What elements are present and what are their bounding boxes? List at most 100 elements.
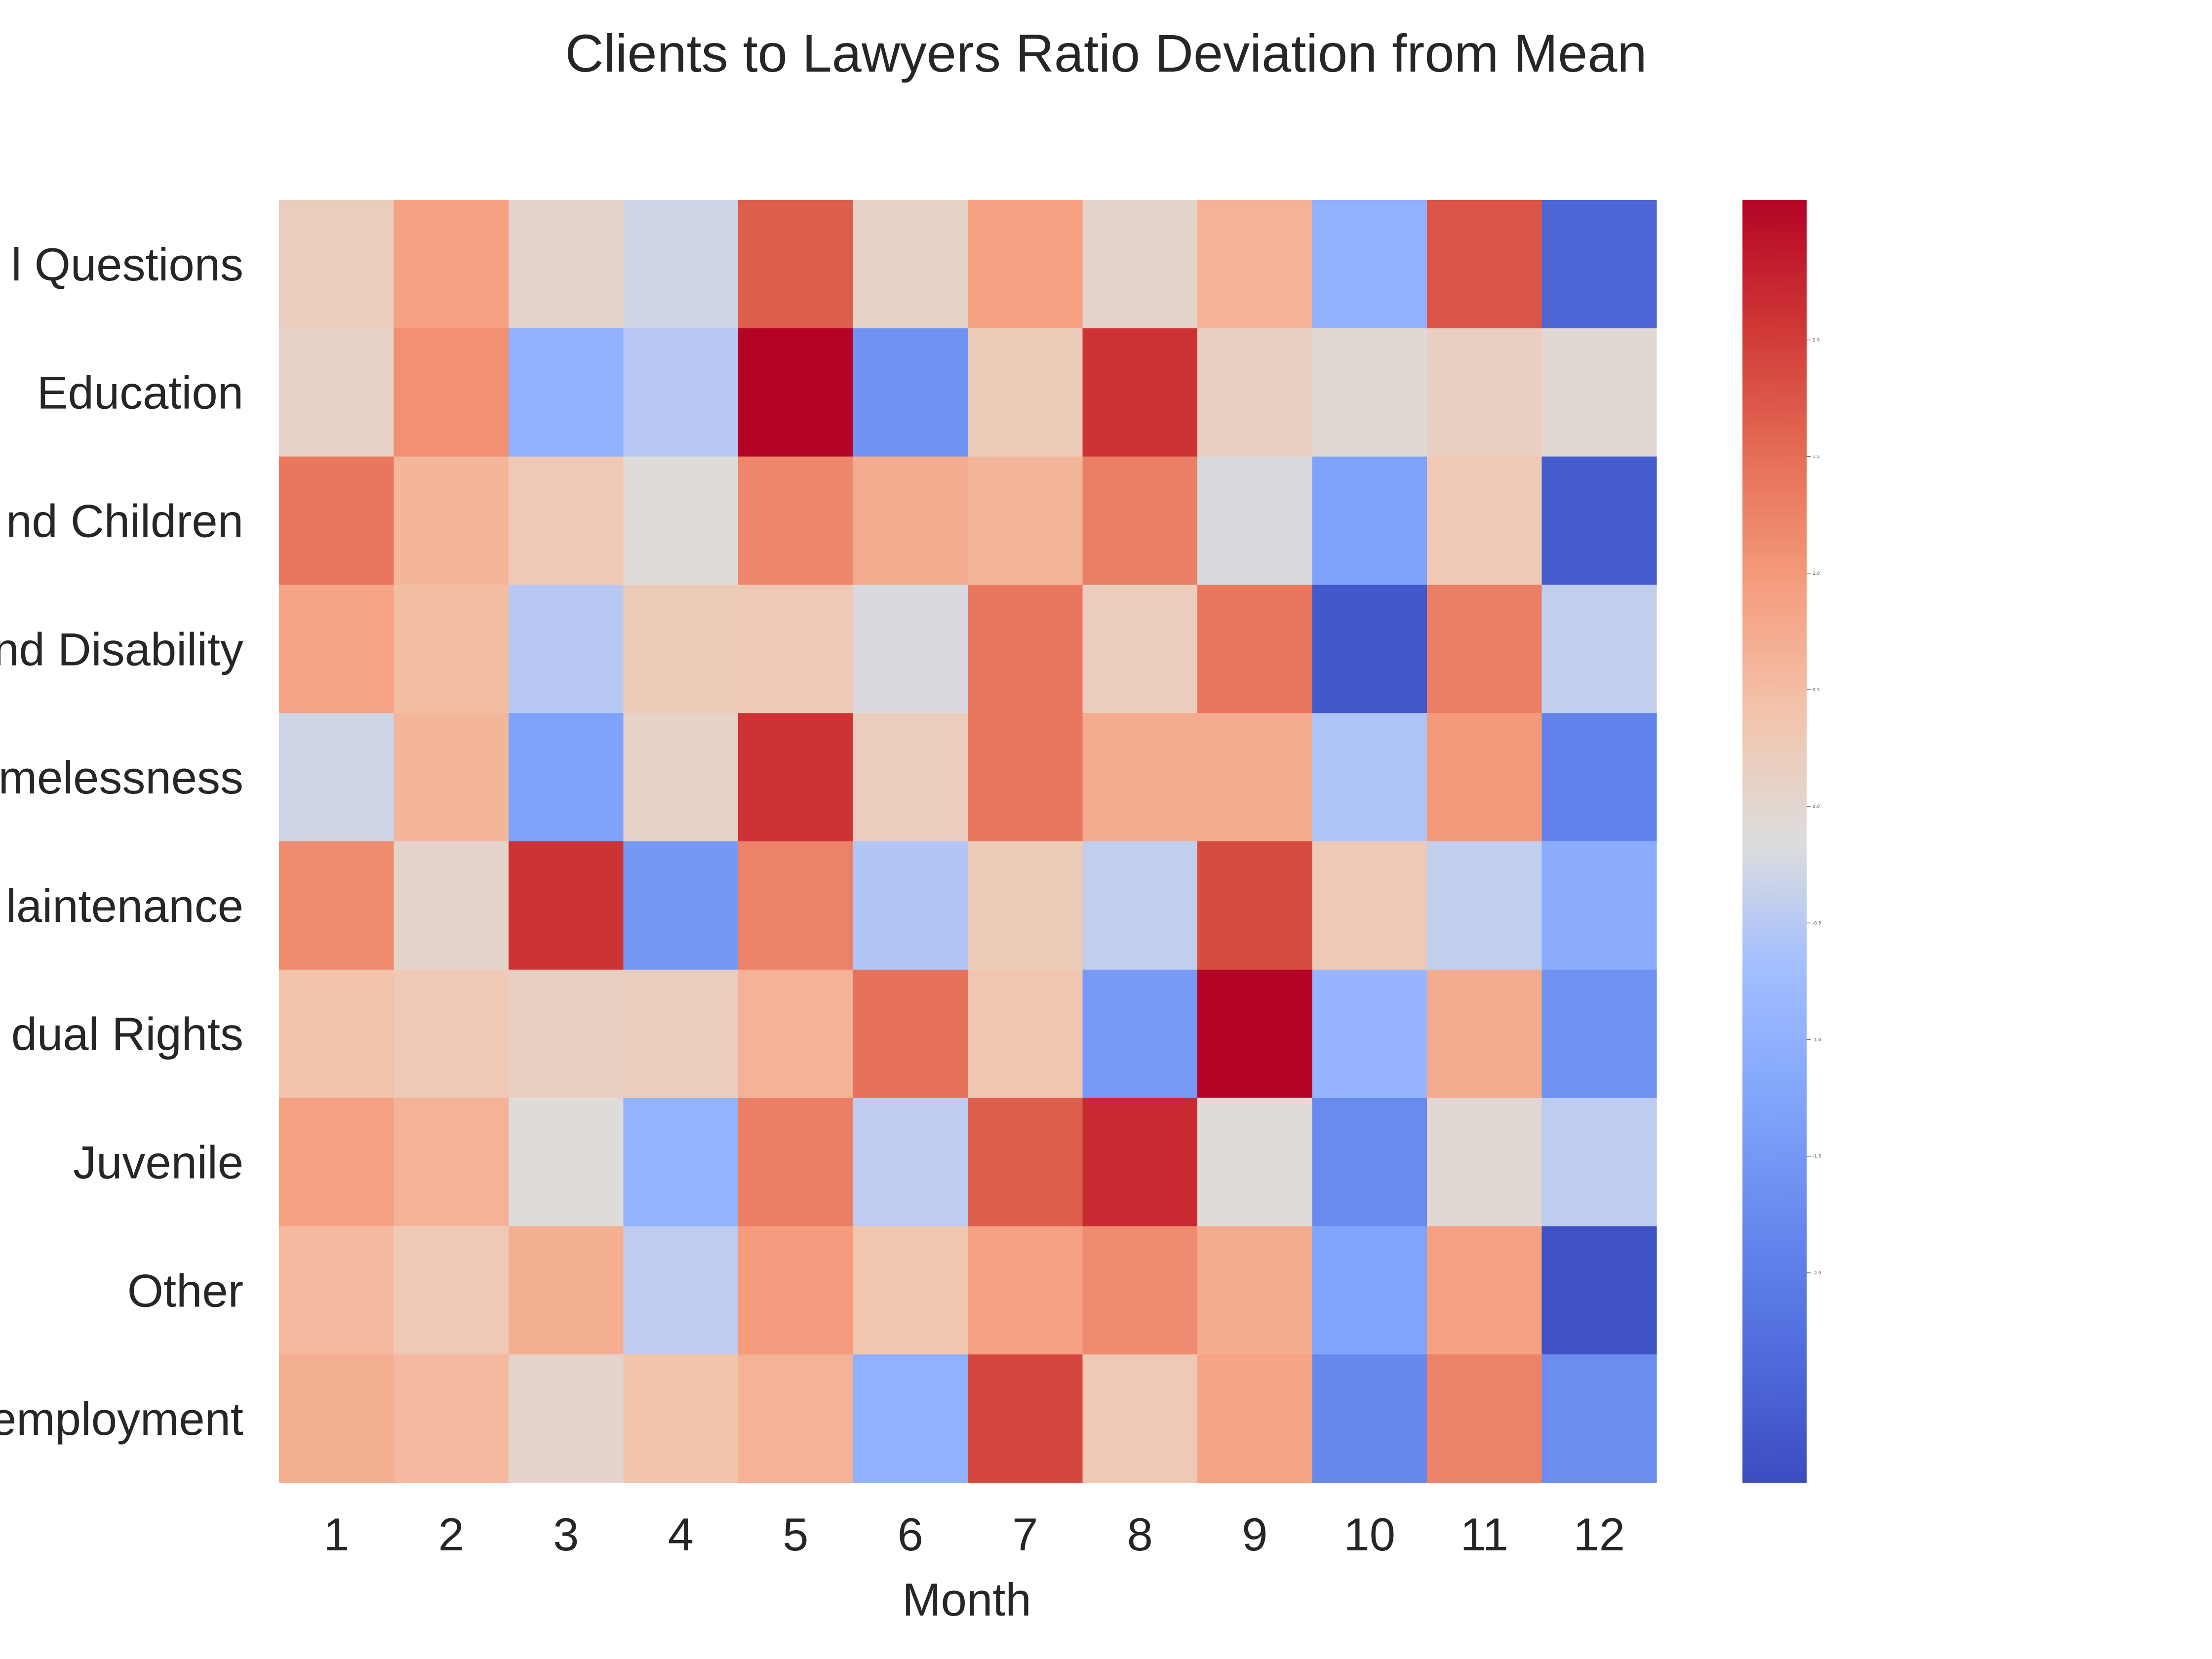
heatmap-cell [1082,1226,1198,1355]
heatmap-cell [279,585,395,713]
x-tick-label: 4 [668,1508,694,1560]
heatmap-cell [1427,969,1542,1099]
heatmap-cell [1312,328,1427,457]
heatmap-cell [1541,841,1657,970]
heatmap-cell [509,585,624,713]
heatmap-cell [509,841,624,970]
y-tick-label: Juvenile [73,1137,243,1188]
heatmap-cell [1541,1226,1657,1355]
heatmap-cell [1197,1098,1313,1226]
heatmap-cell [853,713,968,842]
y-tick-label: Other [127,1264,243,1316]
heatmap-cell [1312,841,1427,970]
y-tick-labels: l Questions Education nd Children nd Disabi… [0,238,243,1445]
heatmap-cell [509,1226,624,1355]
heatmap-cell [509,969,624,1099]
heatmap-cell [623,841,739,970]
colorbar-tick-label: 0.5 [1813,688,1819,693]
heatmap-cell [738,200,854,329]
heatmap-cell [394,328,509,457]
heatmap-cell [1427,713,1542,842]
colorbar-ticks: -2.0 -1.5 -1.0 -0.5 0.0 0.5 1.0 1.5 2.0 [1807,338,1821,1276]
heatmap-cell [1197,328,1313,457]
y-tick-label: laintenance [6,880,243,932]
heatmap-cell [738,713,854,842]
colorbar [1742,200,1807,1483]
heatmap-cell [394,456,509,585]
heatmap-cell [623,456,739,585]
heatmap-cell [1427,1098,1542,1226]
heatmap-cell [279,841,395,970]
y-tick-label: employment [0,1393,243,1445]
heatmap-cell [509,200,624,329]
heatmap-cell [968,328,1083,457]
heatmap-cell [968,713,1083,842]
heatmap-cell [394,1354,509,1483]
x-tick-label: 7 [1012,1508,1038,1560]
x-tick-label: 3 [553,1508,579,1560]
heatmap-cell [1197,1226,1313,1355]
heatmap-cell [1312,1226,1427,1355]
heatmap-cell [1082,456,1198,585]
heatmap-cell [738,1354,854,1483]
heatmap-cell [279,1354,395,1483]
heatmap-cell [853,841,968,970]
x-tick-label: 10 [1343,1508,1395,1560]
colorbar-tick-label: -1.5 [1813,1154,1821,1159]
heatmap-cell [1541,1354,1657,1483]
heatmap-cell [1427,1354,1542,1483]
heatmap-cell [279,456,395,585]
heatmap-cell [1427,585,1542,713]
colorbar-tick-label: -2.0 [1813,1271,1821,1276]
heatmap-cell [738,969,854,1099]
heatmap-cell [1312,1354,1427,1483]
heatmap-cell [623,713,739,842]
x-tick-label: 5 [783,1508,808,1560]
heatmap-cell [1541,328,1657,457]
heatmap-cell [968,969,1083,1099]
heatmap-cell [1541,200,1657,329]
heatmap-cell [623,200,739,329]
heatmap-cell [1312,969,1427,1099]
heatmap-cell [968,200,1083,329]
x-tick-label: 11 [1460,1508,1508,1560]
chart-title: Clients to Lawyers Ratio Deviation from … [565,23,1647,83]
heatmap-cell [1197,1354,1313,1483]
heatmap-cell [623,969,739,1099]
colorbar-tick-label: 1.5 [1813,455,1819,460]
colorbar-tick-label: -0.5 [1813,921,1821,926]
x-tick-label: 9 [1242,1508,1267,1560]
heatmap-cell [738,328,854,457]
heatmap-cells [279,200,1657,1483]
heatmap-cell [1082,969,1198,1099]
heatmap-cell [1312,200,1427,329]
heatmap-cell [968,841,1083,970]
heatmap-cell [1541,713,1657,842]
heatmap-cell [1427,200,1542,329]
heatmap-cell [1197,841,1313,970]
heatmap-cell [738,1098,854,1226]
heatmap-cell [394,585,509,713]
x-tick-label: 6 [898,1508,923,1560]
heatmap-cell [738,841,854,970]
heatmap-cell [279,200,395,329]
heatmap-cell [1082,1354,1198,1483]
heatmap-cell [1427,841,1542,970]
heatmap-cell [1541,969,1657,1099]
heatmap-cell [1197,585,1313,713]
heatmap-cell [509,713,624,842]
heatmap-cell [853,969,968,1099]
heatmap-cell [853,585,968,713]
heatmap-cell [279,713,395,842]
heatmap-cell [1082,328,1198,457]
heatmap-cell [1082,585,1198,713]
heatmap-cell [394,713,509,842]
colorbar-tick-label: -1.0 [1813,1038,1821,1043]
heatmap-cell [1427,456,1542,585]
x-axis-title: Month [902,1574,1031,1625]
heatmap-cell [968,1226,1083,1355]
y-tick-label: nd Children [6,495,243,547]
heatmap-cell [738,585,854,713]
heatmap-cell [853,1226,968,1355]
